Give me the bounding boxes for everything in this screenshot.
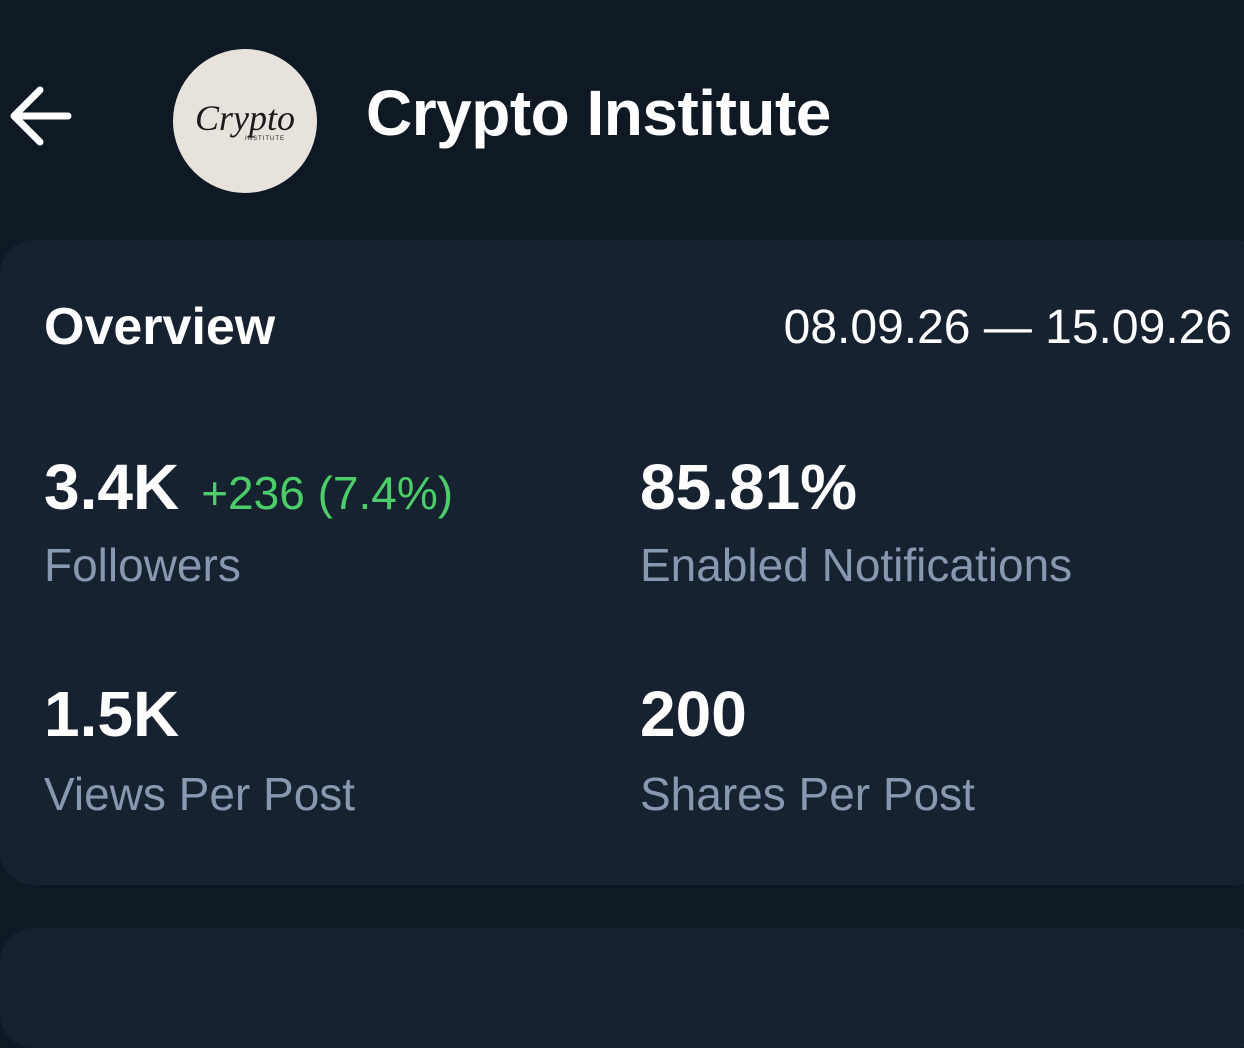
stat-value: 1.5K <box>44 678 180 750</box>
stat-change: +236 (7.4%) <box>201 467 454 519</box>
back-button[interactable] <box>6 84 74 148</box>
stat: 3.4K +236 (7.4%) <box>44 450 453 524</box>
stat-label: Followers <box>44 539 241 591</box>
page: Crypto INSTITUTE Crypto Institute Overvi… <box>0 49 1244 1048</box>
logo-text: Crypto <box>194 98 295 138</box>
overview-title: Overview <box>44 298 276 356</box>
stat-label: Views Per Post <box>44 768 356 820</box>
stat-label: Shares Per Post <box>640 768 975 820</box>
logo-subtext: INSTITUTE <box>245 136 285 142</box>
stat-value: 200 <box>640 678 747 750</box>
date-range[interactable]: 08.09.26 — 15.09.26 <box>783 301 1232 354</box>
stat-value: 85.81% <box>640 451 858 523</box>
stat-value: 3.4K <box>44 451 180 523</box>
stat-label: Enabled Notifications <box>640 539 1073 591</box>
overview-card <box>0 240 1244 885</box>
next-card <box>0 928 1244 1048</box>
channel-logo[interactable]: Crypto INSTITUTE <box>173 49 317 193</box>
channel-title: Crypto Institute <box>366 77 831 149</box>
